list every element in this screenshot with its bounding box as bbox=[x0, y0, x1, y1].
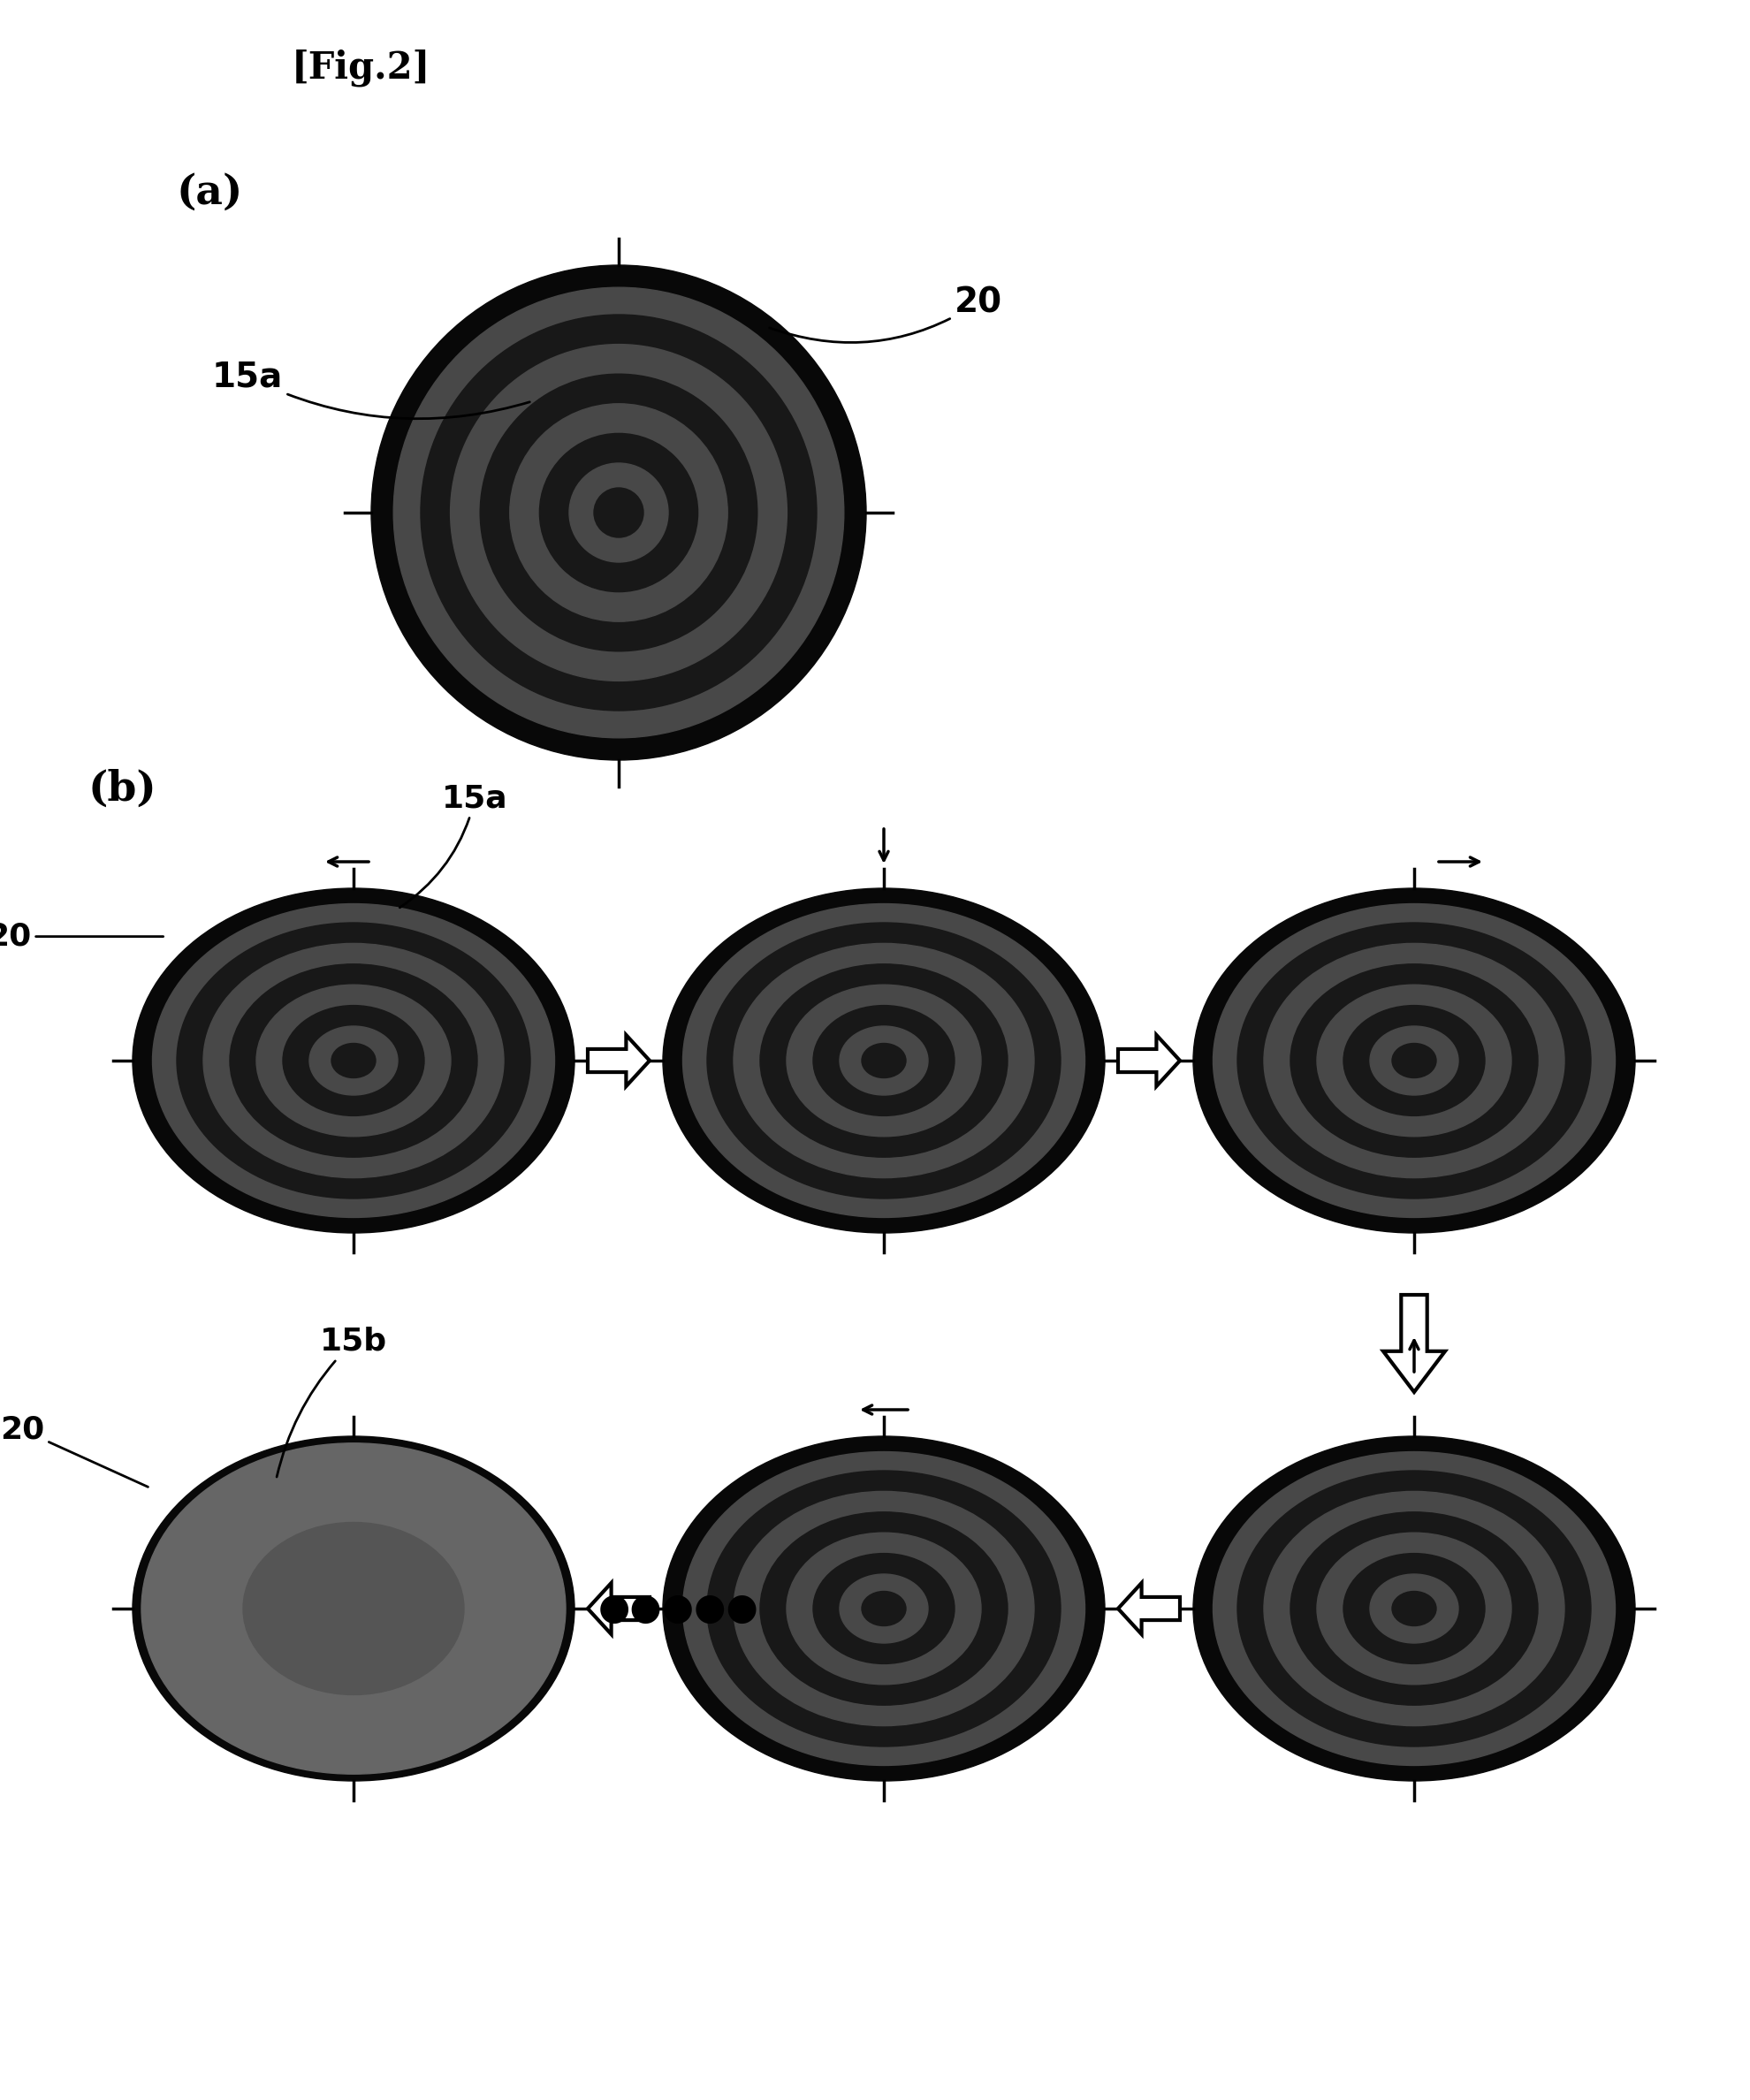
Ellipse shape bbox=[1391, 1592, 1435, 1625]
Ellipse shape bbox=[284, 1006, 424, 1115]
Ellipse shape bbox=[1237, 922, 1591, 1199]
Text: 15a: 15a bbox=[399, 783, 507, 907]
Ellipse shape bbox=[1316, 1533, 1510, 1684]
Ellipse shape bbox=[1213, 1451, 1615, 1766]
Ellipse shape bbox=[786, 985, 980, 1136]
Ellipse shape bbox=[256, 985, 450, 1136]
Ellipse shape bbox=[663, 1436, 1104, 1781]
Text: [Fig.2]: [Fig.2] bbox=[292, 48, 431, 86]
Ellipse shape bbox=[133, 888, 574, 1233]
Ellipse shape bbox=[229, 964, 478, 1157]
Ellipse shape bbox=[420, 315, 816, 710]
Text: 20: 20 bbox=[768, 286, 1003, 342]
Ellipse shape bbox=[394, 288, 844, 737]
Ellipse shape bbox=[733, 943, 1034, 1178]
Ellipse shape bbox=[707, 922, 1061, 1199]
Polygon shape bbox=[588, 1035, 649, 1086]
Ellipse shape bbox=[1213, 903, 1615, 1218]
Ellipse shape bbox=[707, 1470, 1061, 1747]
Ellipse shape bbox=[1192, 1436, 1635, 1781]
Ellipse shape bbox=[760, 1512, 1006, 1705]
Text: 20: 20 bbox=[0, 922, 163, 951]
Ellipse shape bbox=[1237, 1470, 1591, 1747]
Ellipse shape bbox=[786, 1533, 980, 1684]
Ellipse shape bbox=[1369, 1027, 1458, 1094]
Ellipse shape bbox=[1264, 943, 1563, 1178]
Polygon shape bbox=[1118, 1035, 1180, 1086]
Ellipse shape bbox=[539, 433, 698, 592]
Text: 15a: 15a bbox=[212, 359, 530, 418]
Ellipse shape bbox=[480, 374, 758, 651]
Ellipse shape bbox=[861, 1592, 905, 1625]
Ellipse shape bbox=[142, 1443, 565, 1774]
Ellipse shape bbox=[1290, 964, 1536, 1157]
Ellipse shape bbox=[152, 903, 555, 1218]
Text: (b): (b) bbox=[88, 769, 158, 811]
Ellipse shape bbox=[1290, 1512, 1536, 1705]
Ellipse shape bbox=[1369, 1575, 1458, 1642]
Text: 20: 20 bbox=[0, 1415, 149, 1487]
Ellipse shape bbox=[812, 1006, 954, 1115]
Ellipse shape bbox=[450, 344, 786, 680]
Ellipse shape bbox=[310, 1027, 397, 1094]
Text: (a): (a) bbox=[177, 172, 243, 212]
Ellipse shape bbox=[733, 1491, 1034, 1726]
Ellipse shape bbox=[133, 1436, 574, 1781]
Ellipse shape bbox=[1391, 1044, 1435, 1077]
Ellipse shape bbox=[177, 922, 530, 1199]
Text: ●●●●●: ●●●●● bbox=[599, 1590, 760, 1628]
Ellipse shape bbox=[1342, 1554, 1484, 1663]
Ellipse shape bbox=[1192, 888, 1635, 1233]
Ellipse shape bbox=[760, 964, 1006, 1157]
Ellipse shape bbox=[509, 403, 728, 622]
Polygon shape bbox=[1118, 1583, 1180, 1634]
Polygon shape bbox=[588, 1583, 649, 1634]
Ellipse shape bbox=[812, 1554, 954, 1663]
Text: 15b: 15b bbox=[276, 1327, 387, 1476]
Ellipse shape bbox=[593, 487, 642, 538]
Ellipse shape bbox=[840, 1575, 928, 1642]
Ellipse shape bbox=[203, 943, 504, 1178]
Ellipse shape bbox=[371, 265, 866, 760]
Ellipse shape bbox=[861, 1044, 905, 1077]
Ellipse shape bbox=[1264, 1491, 1563, 1726]
Ellipse shape bbox=[569, 464, 668, 563]
Ellipse shape bbox=[840, 1027, 928, 1094]
Polygon shape bbox=[1382, 1296, 1444, 1392]
Ellipse shape bbox=[683, 1451, 1085, 1766]
Ellipse shape bbox=[243, 1522, 464, 1695]
Ellipse shape bbox=[1316, 985, 1510, 1136]
Ellipse shape bbox=[663, 888, 1104, 1233]
Ellipse shape bbox=[683, 903, 1085, 1218]
Ellipse shape bbox=[1342, 1006, 1484, 1115]
Ellipse shape bbox=[331, 1044, 376, 1077]
